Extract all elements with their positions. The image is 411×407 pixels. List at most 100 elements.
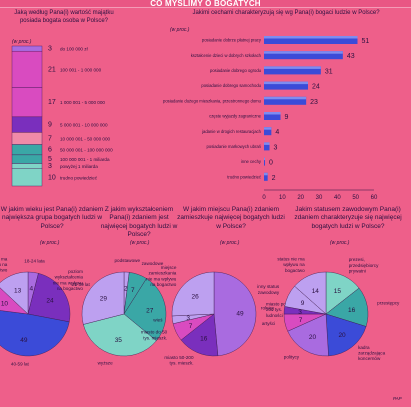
pie2-value-2: 7 (189, 323, 193, 330)
page-title: CO MYŚLIMY O BOGATYCH (150, 0, 261, 8)
value-label-8: 10 (48, 174, 56, 181)
value-category-3: 5 000 001 - 10 000 000 (60, 123, 108, 128)
trait-value-5: 9 (285, 114, 289, 121)
trait-bar-shine-3 (264, 81, 308, 85)
trait-label-9: trudno powiedzieć (227, 174, 261, 179)
unit-2: (w proc.) (170, 27, 190, 33)
question-3: W jakim wieku jest Pana(i) zdaniem najwi… (0, 206, 104, 230)
value-segment-8 (11, 168, 43, 187)
pie2-value-4: 26 (192, 294, 200, 301)
pie0-value-3: 10 (1, 300, 9, 307)
pie0-value-0: 4 (29, 286, 33, 293)
trait-label-6: jadanie w drogich restauracjach (201, 129, 262, 134)
trait-label-7: posiadanie markowych ubrań (207, 144, 262, 149)
trait-bar-3 (264, 81, 308, 90)
value-category-6: 100 000 001 - 1 miliarda (60, 157, 110, 162)
pie3-value-5: 3 (298, 309, 302, 316)
unit-5: (w proc.) (220, 240, 240, 246)
pie0-slice-2 (0, 310, 70, 357)
pie3-value-2: 20 (338, 332, 346, 339)
pie1-category-1: zawodowe (142, 261, 164, 266)
pie3-value-6: 9 (301, 300, 305, 307)
trait-bar-shine-0 (264, 36, 358, 39)
unit-1: (w proc.) (12, 39, 32, 45)
value-label-2: 17 (48, 99, 56, 106)
trait-bar-shine-1 (264, 51, 343, 54)
trait-bar-0 (264, 36, 358, 44)
value-category-2: 1 000 001 - 5 000 000 (60, 100, 105, 105)
value-label-6: 5 (48, 156, 52, 163)
value-label-3: 9 (48, 122, 52, 129)
value-label-5: 6 (48, 147, 52, 154)
trait-value-4: 23 (310, 99, 318, 106)
pie3-value-0: 15 (334, 288, 342, 295)
pie1-category-4: poziom wykształcenia nie ma wpływu na bogac… (53, 269, 84, 291)
trait-bar-shine-9 (264, 172, 268, 176)
x-tick-0: 0 (262, 195, 266, 201)
pie1-slice-2 (123, 278, 167, 342)
unit-3: (w proc.) (40, 240, 60, 246)
trait-label-8: inne cechy (241, 159, 262, 164)
pie1-value-4: 29 (100, 296, 108, 303)
question-6: Jakim statusem zawodowym Pana(i) zdaniem… (294, 206, 402, 230)
x-tick-40: 40 (334, 195, 341, 201)
pie3-category-4: artyści (262, 321, 275, 326)
pie2-value-3: 3 (186, 315, 190, 322)
value-category-1: 100 001 - 1 000 000 (60, 67, 102, 72)
question-4: Z jakim wykształceniem Pana(i) zdaniem j… (100, 206, 178, 239)
pie3-category-0: prezesi, przedsiębiorcy prywatni (349, 257, 379, 273)
pie0-category-2: 40-59 lat (11, 361, 30, 366)
pie0-category-0: 18-24 lata (24, 258, 45, 263)
pie1-value-2: 27 (146, 307, 154, 314)
trait-value-2: 31 (325, 68, 333, 75)
trait-bar-6 (264, 127, 272, 136)
trait-label-2: posiadanie dobrego ogrodu (210, 68, 262, 73)
value-label-1: 21 (48, 66, 56, 73)
trait-bar-9 (264, 172, 268, 181)
value-category-4: 10 000 001 - 50 000 000 (60, 136, 111, 141)
question-2: Jakimi cechami charakteryzują się wg Pan… (192, 10, 380, 16)
trait-value-8: 0 (269, 160, 273, 167)
trait-bar-shine-4 (264, 96, 307, 100)
pie3-slice-7 (294, 271, 327, 315)
source-pap: PAP (393, 396, 402, 401)
trait-label-5: częste wyjazdy zagraniczne (209, 114, 262, 119)
pie1-value-3: 35 (115, 337, 123, 344)
trait-bar-5 (264, 112, 281, 120)
value-category-5: 50 000 001 - 100 000 000 (60, 148, 113, 153)
value-label-0: 3 (48, 46, 52, 53)
value-category-7: powyżej 1 miliarda (60, 164, 98, 169)
trait-label-1: kształcenie dzieci w dobrych szkołach (191, 53, 262, 58)
pie3-value-4: 7 (299, 317, 303, 324)
value-label-7: 3 (48, 163, 52, 170)
pie0-slice-4 (0, 271, 29, 315)
trait-label-0: posiadanie dobrze płatnej pracy (202, 38, 262, 43)
pie0-value-1: 24 (46, 298, 54, 305)
trait-value-1: 43 (347, 53, 355, 60)
header-bar: CO MYŚLIMY O BOGATYCH (0, 0, 411, 8)
pie1-category-0: podstawowe (114, 258, 140, 263)
pie1-value-1: 7 (131, 287, 135, 294)
trait-bar-4 (264, 96, 307, 105)
x-tick-30: 30 (316, 195, 323, 201)
pie0-value-4: 13 (14, 288, 22, 295)
pie1-slice-4 (81, 271, 125, 325)
pie3-category-5: rolnicy (261, 305, 275, 310)
question-1: Jaką według Pana(i) wartość majątku posi… (14, 10, 114, 24)
pie2-category-4: miejsce zamieszkania nie ma wpływu na bogac… (146, 265, 177, 287)
trait-label-3: posiadanie dobrego samochodu (201, 83, 261, 88)
pie3-slice-2 (325, 313, 367, 357)
pie0-slice-1 (27, 273, 71, 323)
trait-bar-shine-6 (264, 127, 272, 130)
x-tick-50: 50 (352, 195, 359, 201)
pie3-slice-3 (287, 313, 329, 357)
value-segment-1 (11, 50, 43, 88)
unit-4: (w proc.) (130, 240, 150, 246)
pie3-category-6: inny status zawodowy (257, 284, 280, 295)
pie2-category-0: miasto powyżej 200 tys. ludności (266, 302, 297, 318)
trait-bar-shine-5 (264, 112, 281, 115)
unit-6: (w proc.) (330, 240, 350, 246)
